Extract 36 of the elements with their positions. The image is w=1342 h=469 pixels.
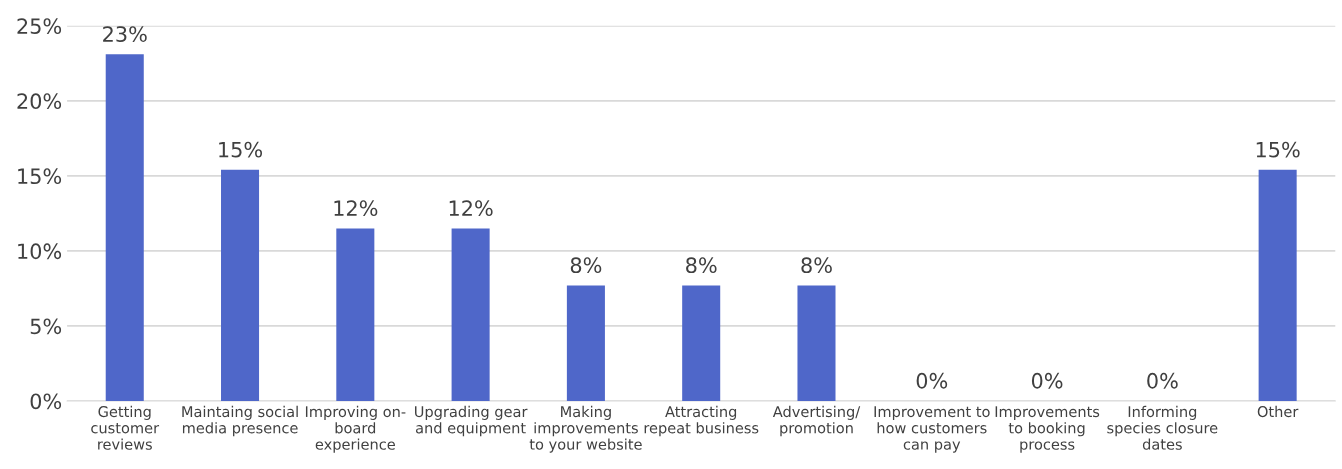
bar [1258,169,1297,401]
data-label: 15% [219,141,263,158]
x-tick-label: Informing species closure dates [1107,405,1218,450]
x-tick-label: Getting customer reviews [91,405,160,450]
data-label: 15% [1256,141,1300,158]
y-tick-label: 15% [18,168,62,185]
bar [682,285,721,401]
bar [221,169,260,401]
data-label: 12% [334,200,378,217]
data-label: 8% [686,257,717,274]
data-label: 8% [570,257,602,274]
y-tick-label: 10% [18,243,62,260]
x-tick-label: Improvement to how customers can pay [874,406,990,453]
x-tick-label: Upgrading gear and equipment [415,405,528,437]
data-label: 0% [1147,372,1178,389]
data-label: 0% [916,372,948,389]
bar [336,228,375,401]
x-tick-label: Maintaing social media presence [182,405,298,437]
x-tick-label: Improvements to booking process [995,406,1100,453]
y-tick-label: 25% [17,18,62,35]
x-tick-label: Making improvements to your website [529,405,642,453]
data-label: 12% [449,200,493,217]
y-tick-label: 20% [17,93,62,110]
bar [797,285,836,401]
bar [105,54,144,401]
bar [566,285,605,401]
x-tick-label: Attracting repeat business [644,405,759,437]
y-tick-label: 5% [30,318,62,335]
x-tick-label: Other [1257,405,1299,418]
x-tick-label: Advertising/ promotion [772,405,861,437]
data-label: 23% [103,26,147,42]
data-label: 0% [1031,372,1063,389]
y-tick-label: 0% [30,393,62,410]
x-tick-label: Improving on- board experience [305,405,406,453]
data-label: 8% [801,257,832,274]
bar [451,228,490,401]
